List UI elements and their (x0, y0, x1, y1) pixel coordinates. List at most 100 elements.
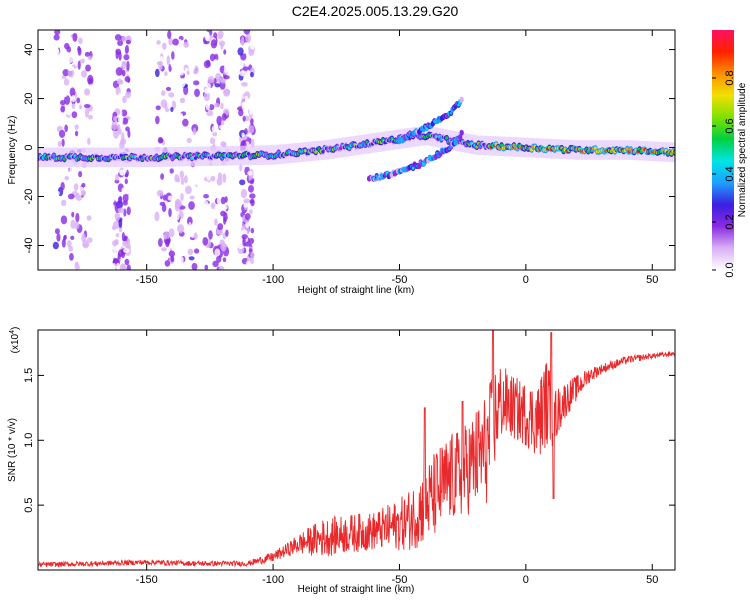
spectrogram-noise-cell (71, 95, 76, 103)
spectrogram-noise-cell (165, 86, 172, 91)
spectrogram-noise-cell (121, 231, 126, 242)
spectrogram-noise-cell (179, 170, 185, 180)
spectrogram-noise-cell (245, 33, 252, 43)
spectrogram-noise-cell (209, 53, 216, 62)
spectrogram-noise-cell (180, 77, 186, 88)
spectrogram-noise-cell (180, 177, 185, 186)
spectrogram-noise-cell (156, 40, 161, 45)
spectrogram-noise-cell (64, 94, 71, 105)
spectrogram-noise-cell (170, 255, 175, 263)
spectrogram-noise-cell (75, 238, 83, 245)
spectrogram-noise-cell (193, 80, 200, 86)
spectrogram-noise-cell (186, 70, 190, 75)
spectrogram-noise-cell (191, 183, 196, 189)
spectrogram-noise-cell (64, 175, 70, 181)
x-tick-label: -100 (262, 274, 284, 286)
colorbar-tick-label: 0.8 (724, 70, 736, 85)
spectrogram-noise-cell (247, 170, 253, 176)
spectrogram-noise-cell (61, 238, 66, 248)
spectrogram-noise-cell (219, 124, 226, 130)
spectrogram-noise-cell (89, 84, 93, 90)
y-tick-label: 0 (23, 144, 35, 150)
spectrogram-noise-cell (123, 248, 130, 254)
spectrogram-noise-cell (115, 67, 123, 76)
spectrogram-noise-cell (74, 261, 80, 267)
spectrogram-noise-cell (180, 192, 184, 201)
spectrogram-noise-cell (203, 91, 211, 102)
spectrogram-noise-cell (167, 99, 173, 110)
spectrogram-noise-cell (187, 57, 193, 65)
spectrogram-noise-cell (210, 39, 218, 49)
y-tick-label: 40 (23, 43, 35, 55)
spectrogram-noise-cell (183, 41, 190, 48)
spectrogram-noise-cell (121, 186, 128, 195)
spectrogram-noise-cell (87, 114, 93, 120)
spectrogram-noise-cell (223, 63, 228, 74)
spectrogram-noise-cell (204, 50, 212, 56)
spectrogram-noise-cell (85, 64, 91, 72)
spectrogram-noise-cell (59, 100, 66, 106)
spectrogram-noise-cell (82, 219, 87, 230)
spectrogram-noise-cell (246, 99, 254, 105)
spectrogram-noise-cell (218, 265, 225, 270)
spectrogram-noise-cell (58, 130, 66, 138)
snr-series (38, 330, 675, 568)
spectrogram-noise-cell (240, 229, 248, 236)
spectrogram-noise-cell (120, 138, 127, 145)
spectrogram-noise-cell (242, 237, 246, 247)
x-tick-label: -50 (392, 574, 408, 586)
spectrogram-noise-cell (125, 223, 131, 231)
spectrogram-noise-cell (224, 196, 228, 203)
spectrogram-branch-core (454, 141, 457, 145)
spectrogram-noise-cell (221, 182, 228, 190)
x-tick-label: -150 (136, 574, 158, 586)
spectrogram-heatmap (38, 30, 675, 270)
spectrogram-noise-cell (221, 113, 227, 121)
spectrogram-noise-cell (250, 198, 255, 207)
spectrogram-noise-cell (243, 198, 251, 203)
spectrogram-noise-cell (213, 59, 219, 66)
spectrogram-noise-cell (80, 201, 88, 210)
x-tick-label: 0 (523, 274, 529, 286)
spectrogram-noise-cell (154, 68, 160, 78)
spectrogram-noise-cell (86, 215, 92, 221)
spectrogram-noise-cell (250, 258, 254, 265)
spectrogram-noise-cell (220, 242, 227, 252)
spectrogram-noise-cell (173, 53, 180, 60)
spectrogram-noise-cell (220, 141, 227, 148)
spectrogram-noise-cell (115, 50, 119, 60)
spectrogram-noise-cell (124, 44, 129, 54)
spectrogram-noise-cell (249, 237, 255, 244)
spectrogram-noise-cell (210, 197, 215, 203)
spectrogram-noise-cell (62, 69, 70, 77)
spectrogram-noise-cell (206, 172, 212, 181)
spectrogram-noise-cell (61, 199, 67, 207)
spectrogram-noise-cell (223, 136, 229, 143)
spectrogram-noise-cell (71, 103, 76, 109)
spectrogram-noise-cell (241, 234, 248, 240)
spectrogram-noise-cell (250, 118, 254, 126)
spectrogram-noise-cell (244, 95, 249, 101)
spectrogram-noise-cell (208, 230, 213, 240)
spectrogram-noise-cell (54, 228, 60, 235)
spectrogram-noise-cell (82, 239, 90, 249)
spectrogram-noise-cell (118, 116, 124, 125)
spectrogram-noise-cell (239, 163, 243, 172)
snr-y-label: SNR (10 * v/v) (7, 418, 18, 482)
spectrogram-noise-cell (213, 102, 220, 108)
spectrogram-noise-cell (192, 127, 197, 136)
spectrogram-noise-cell (69, 252, 74, 261)
spectrogram-noise-cell (127, 129, 131, 138)
spectrogram-noise-cell (156, 61, 163, 66)
spectrogram-noise-cell (118, 249, 124, 257)
spectrogram-noise-cell (119, 79, 124, 85)
spectrogram-noise-cell (67, 193, 75, 200)
spectrogram-noise-cell (70, 219, 76, 229)
spectrogram-noise-cell (67, 65, 75, 72)
spectrogram-noise-cell (122, 117, 129, 125)
spectrogram-noise-cell (117, 40, 124, 46)
spectrogram-noise-cell (116, 262, 120, 270)
spectrogram-noise-cell (74, 124, 79, 130)
spectrogram-noise-cell (111, 142, 117, 148)
spectrogram-noise-cell (188, 201, 195, 210)
